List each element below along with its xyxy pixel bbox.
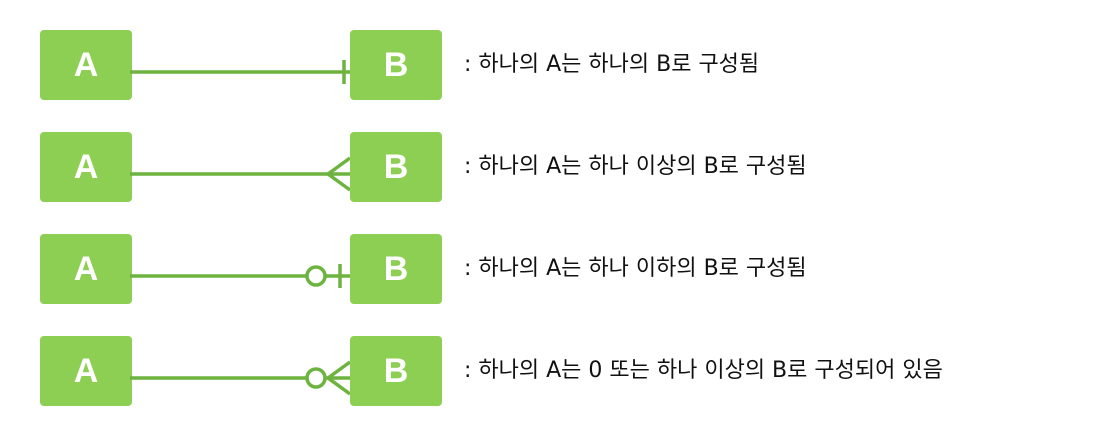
connector-one-or-many (130, 156, 352, 192)
entity-b-box: B (350, 30, 442, 100)
connector-zero-or-many (130, 360, 352, 396)
relationship-description: : 하나의 A는 하나의 B로 구성됨 (464, 52, 760, 77)
legend-row-one-or-many: A B : 하나의 A는 하나 이상의 B로 구성됨 (0, 132, 1114, 202)
entity-b-box: B (350, 132, 442, 202)
connector-zero-or-one (130, 264, 350, 288)
legend-row-zero-or-one: A B : 하나의 A는 하나 이하의 B로 구성됨 (0, 234, 1114, 304)
entity-a-box: A (40, 30, 132, 100)
zero-circle-mark (305, 265, 327, 287)
relationship-description: : 하나의 A는 0 또는 하나 이상의 B로 구성되어 있음 (464, 358, 943, 383)
zero-circle-mark (305, 367, 327, 389)
entity-b-box: B (350, 336, 442, 406)
entity-a-box: A (40, 132, 132, 202)
entity-b-box: B (350, 234, 442, 304)
entity-a-box: A (40, 234, 132, 304)
crow-foot-lower (326, 172, 352, 192)
relationship-description: : 하나의 A는 하나 이상의 B로 구성됨 (464, 154, 807, 179)
legend-row-zero-or-many: A B : 하나의 A는 0 또는 하나 이상의 B로 구성되어 있음 (0, 336, 1114, 406)
crow-foot-upper (326, 360, 352, 380)
connector-exactly-one (130, 60, 350, 84)
legend-row-exactly-one: A B : 하나의 A는 하나의 B로 구성됨 (0, 30, 1114, 100)
relationship-description: : 하나의 A는 하나 이하의 B로 구성됨 (464, 256, 807, 281)
entity-a-box: A (40, 336, 132, 406)
crow-foot-upper (326, 156, 352, 176)
crow-foot-lower (326, 376, 352, 396)
